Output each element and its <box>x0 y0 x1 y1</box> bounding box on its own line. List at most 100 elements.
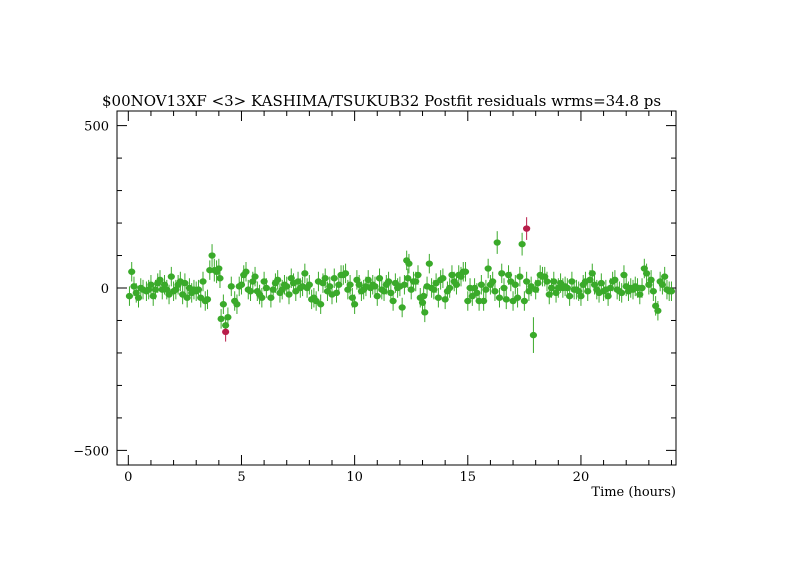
residual-point <box>219 301 227 308</box>
residual-point <box>375 275 384 282</box>
residual-point <box>380 288 388 295</box>
residual-point <box>246 288 255 295</box>
residual-point <box>181 279 189 287</box>
residual-point <box>500 284 508 292</box>
residual-point <box>446 284 454 292</box>
residual-point <box>326 283 334 290</box>
residual-point <box>199 278 207 285</box>
y-tick-labels: −500 0 500 <box>73 120 109 460</box>
residual-point <box>532 286 540 293</box>
residual-point <box>319 279 327 287</box>
residual-point <box>480 297 488 305</box>
y-tick-label: 500 <box>84 120 109 135</box>
residual-point <box>305 281 313 288</box>
residual-point <box>287 275 295 282</box>
residual-point <box>477 281 485 288</box>
residual-point <box>464 297 472 305</box>
residual-point <box>134 294 143 301</box>
x-axis-title: Time (hours) <box>591 485 676 500</box>
residual-point <box>330 275 338 282</box>
residual-point <box>425 260 433 267</box>
residual-point <box>495 294 504 301</box>
residual-point <box>233 301 241 308</box>
residual-point <box>577 292 585 300</box>
residual-point <box>128 268 136 275</box>
residual-point <box>172 286 180 293</box>
residual-point <box>400 281 409 288</box>
residual-point <box>640 265 648 272</box>
residual-point <box>227 283 235 290</box>
residual-point <box>649 288 657 295</box>
residual-point <box>604 292 612 300</box>
residual-point <box>149 292 157 300</box>
residual-point <box>448 271 456 279</box>
residual-point <box>642 270 651 277</box>
residual-point <box>597 279 605 287</box>
residual-point <box>125 292 134 300</box>
residual-point <box>353 276 361 284</box>
residual-point <box>237 281 246 288</box>
residual-point <box>249 278 257 285</box>
residual-point <box>301 270 309 277</box>
residual-point <box>389 297 397 305</box>
residual-point <box>566 292 574 300</box>
residual-point <box>606 284 614 292</box>
residual-point <box>130 283 138 290</box>
residual-point <box>418 299 427 306</box>
residual-point <box>502 296 510 303</box>
residual-point <box>547 284 556 292</box>
chart-title: $00NOV13XF <3> KASHIMA/TSUKUB32 Postfit … <box>102 92 661 110</box>
residual-point <box>543 278 551 285</box>
residual-point <box>203 296 212 303</box>
residual-point <box>575 288 583 295</box>
residual-point <box>611 276 619 284</box>
residual-point <box>222 322 230 329</box>
y-tick-label: 0 <box>101 282 109 297</box>
residual-point <box>588 270 596 277</box>
outlier-point <box>222 328 230 336</box>
residual-point <box>584 288 592 295</box>
x-tick-label: 15 <box>460 470 477 485</box>
residual-point <box>529 331 538 339</box>
residual-point <box>183 294 191 301</box>
residual-point <box>156 276 164 284</box>
residual-point <box>420 292 428 300</box>
residual-point <box>491 288 499 295</box>
residual-point <box>636 291 644 298</box>
data-markers <box>125 225 676 339</box>
residual-point <box>513 294 522 301</box>
residual-point <box>523 278 531 285</box>
residual-point <box>520 297 528 305</box>
residual-point <box>661 273 669 280</box>
residual-point <box>654 307 662 314</box>
residual-point <box>215 265 223 272</box>
residual-point <box>493 239 501 246</box>
x-tick-label: 10 <box>346 470 363 485</box>
residual-point <box>384 278 393 285</box>
residual-point <box>470 284 479 292</box>
residual-point <box>404 275 412 282</box>
residual-point <box>484 265 492 272</box>
residual-point <box>208 252 216 259</box>
residual-point <box>412 278 420 285</box>
residual-point <box>398 304 406 311</box>
residual-point <box>658 281 667 288</box>
residual-point <box>647 276 655 284</box>
residual-point <box>430 286 438 293</box>
residual-point <box>371 283 379 290</box>
residual-point <box>332 289 341 297</box>
residual-point <box>414 271 422 279</box>
residual-point <box>563 284 571 292</box>
residual-point <box>355 281 363 288</box>
residual-point <box>461 268 470 275</box>
residual-point <box>618 289 626 297</box>
residual-point <box>346 281 354 288</box>
residual-point <box>552 289 560 297</box>
residual-point <box>364 276 372 284</box>
residual-point <box>652 302 660 310</box>
x-tick-labels: 0 5 10 15 20 <box>124 470 589 485</box>
residual-point <box>473 289 481 297</box>
residual-point <box>516 273 524 280</box>
residual-point <box>335 281 343 288</box>
residual-point <box>620 271 628 279</box>
